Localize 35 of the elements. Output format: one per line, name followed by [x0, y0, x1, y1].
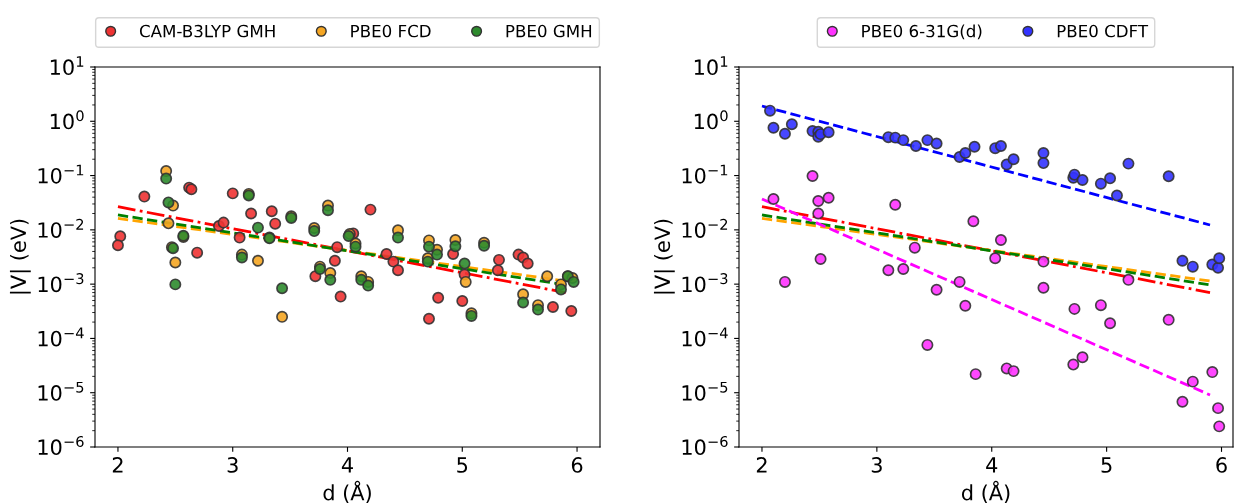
x-axis-title: d (Å) [961, 480, 1010, 503]
y-tick-label: 10$^{−4}$ [38, 327, 84, 347]
legend-label: PBE0 GMH [506, 24, 592, 38]
x-tick-label: 6 [1216, 457, 1227, 473]
x-tick-label: 4 [986, 457, 998, 473]
y-tick-label: 10$^{−4}$ [682, 327, 728, 347]
legend-label: CAM-B3LYP GMH [139, 24, 275, 38]
x-tick-label: 2 [112, 457, 123, 473]
x-tick-label: 3 [227, 457, 238, 473]
y-tick-label: 10$^{−5}$ [682, 381, 728, 401]
y-tick-label: 10$^{1}$ [694, 56, 728, 76]
x-tick-label: 2 [756, 457, 767, 473]
y-tick-label: 10$^{−1}$ [38, 164, 84, 184]
y-axis-title: |V| (eV) [9, 219, 31, 294]
x-tick-label: 6 [571, 457, 583, 473]
x-tick-label: 5 [457, 457, 468, 473]
y-tick-label: 10$^{−2}$ [682, 218, 728, 238]
legend-label: PBE0 6-31G(d) [862, 24, 982, 40]
x-tick-label: 5 [1101, 457, 1112, 473]
y-tick-label: 10$^{−5}$ [38, 381, 84, 401]
y-tick-label: 10$^{−1}$ [682, 164, 728, 184]
y-tick-label: 10$^{−6}$ [682, 435, 728, 456]
x-tick-label: 4 [341, 457, 353, 473]
x-axis-title: d (Å) [323, 480, 371, 503]
y-tick-label: 10$^{−3}$ [682, 273, 728, 293]
y-tick-label: 10$^{−3}$ [38, 273, 84, 293]
y-axis-title: |V| (eV) [653, 219, 675, 294]
x-tick-label: 3 [871, 457, 882, 473]
y-tick-label: 10$^{0}$ [694, 110, 728, 130]
y-tick-label: 10$^{−6}$ [38, 435, 84, 456]
y-tick-label: 10$^{−2}$ [38, 218, 84, 238]
y-tick-label: 10$^{0}$ [50, 110, 84, 130]
legend-label: PBE0 FCD [351, 24, 431, 38]
y-tick-label: 10$^{1}$ [50, 56, 84, 76]
legend-label: PBE0 CDFT [1057, 24, 1149, 38]
